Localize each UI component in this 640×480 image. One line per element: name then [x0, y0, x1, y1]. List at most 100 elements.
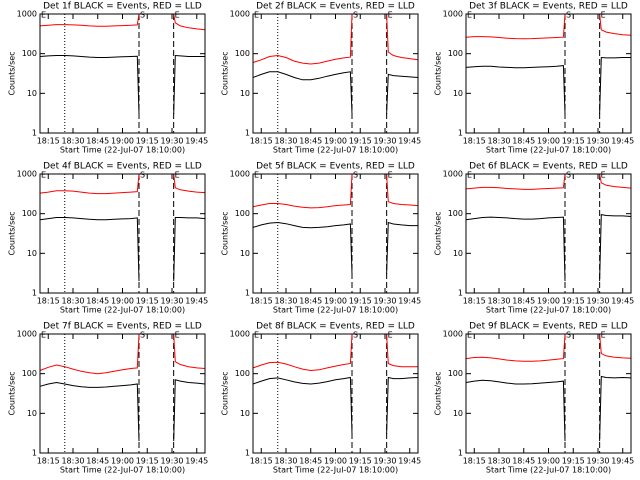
chart-title: Det 4f BLACK = Events, RED = LLD	[43, 162, 202, 172]
x-tick-label: 18:45	[299, 297, 322, 306]
plot-frame	[39, 333, 206, 454]
series-line	[465, 375, 632, 442]
series-line	[39, 333, 206, 375]
series-line	[465, 214, 632, 282]
x-tick-label: 19:30	[160, 457, 183, 466]
x-axis-label: Start Time (22-Jul-07 18:10:00)	[486, 306, 611, 315]
series-line	[252, 376, 419, 435]
marker-label: E	[254, 171, 259, 180]
chart-title: Det 9f BLACK = Events, RED = LLD	[469, 322, 628, 332]
x-tick-label: 18:15	[250, 457, 273, 466]
chart-title: Det 7f BLACK = Events, RED = LLD	[43, 322, 202, 332]
x-tick-label: 19:00	[537, 457, 560, 466]
y-tick-label: 1000	[17, 10, 37, 19]
x-tick-label: 19:45	[611, 297, 634, 306]
x-tick-label: 18:45	[86, 297, 109, 306]
x-tick-label: 18:15	[37, 457, 60, 466]
x-tick-label: 19:15	[136, 297, 159, 306]
marker-label: E	[254, 331, 259, 340]
x-tick-label: 19:15	[562, 297, 585, 306]
plot-frame	[465, 173, 632, 294]
x-tick-label: 19:15	[349, 297, 372, 306]
x-axis-label: Start Time (22-Jul-07 18:10:00)	[60, 146, 185, 155]
y-tick-label: 1000	[230, 10, 250, 19]
y-axis-label: Counts/sec	[434, 51, 443, 95]
x-tick-label: 18:30	[487, 297, 510, 306]
marker-label: S	[140, 331, 145, 340]
y-tick-label: 100	[22, 209, 37, 218]
y-tick-label: 1	[245, 449, 250, 458]
y-tick-label: 100	[448, 49, 463, 58]
x-tick-label: 18:30	[274, 137, 297, 146]
marker-label: E	[601, 171, 606, 180]
x-tick-label: 18:45	[86, 457, 109, 466]
y-tick-label: 100	[235, 369, 250, 378]
x-tick-label: 18:15	[37, 297, 60, 306]
series-line	[465, 173, 632, 190]
y-tick-label: 1	[458, 129, 463, 138]
plot-frame	[465, 13, 632, 134]
y-tick-label: 100	[448, 209, 463, 218]
marker-label: E	[254, 11, 259, 20]
plot-frame	[39, 173, 206, 294]
x-tick-label: 18:45	[86, 137, 109, 146]
x-tick-label: 19:00	[324, 457, 347, 466]
x-tick-label: 19:15	[562, 457, 585, 466]
x-tick-label: 18:15	[463, 457, 486, 466]
x-tick-label: 19:45	[185, 137, 208, 146]
series-line	[39, 173, 206, 195]
y-tick-label: 1	[32, 289, 37, 298]
marker-label: E	[388, 331, 393, 340]
series-line	[39, 217, 206, 282]
x-tick-label: 19:45	[611, 457, 634, 466]
x-tick-label: 19:45	[398, 457, 421, 466]
x-tick-label: 18:15	[250, 297, 273, 306]
x-tick-label: 18:15	[37, 137, 60, 146]
x-tick-label: 19:15	[562, 137, 585, 146]
series-line	[39, 13, 206, 31]
series-line	[252, 71, 419, 115]
plot-frame	[252, 173, 419, 294]
y-axis-label: Counts/sec	[221, 211, 230, 255]
marker-label: E	[175, 171, 180, 180]
x-tick-label: 19:30	[160, 297, 183, 306]
x-axis-label: Start Time (22-Jul-07 18:10:00)	[486, 466, 611, 475]
x-tick-label: 19:30	[586, 457, 609, 466]
marker-label: S	[566, 171, 571, 180]
x-tick-label: 19:45	[398, 137, 421, 146]
x-tick-label: 18:15	[250, 137, 273, 146]
x-axis-label: Start Time (22-Jul-07 18:10:00)	[486, 146, 611, 155]
series-line	[252, 333, 418, 372]
x-tick-label: 18:45	[299, 137, 322, 146]
y-tick-label: 10	[453, 249, 463, 258]
x-tick-label: 18:15	[463, 297, 486, 306]
y-tick-label: 100	[448, 369, 463, 378]
y-tick-label: 10	[27, 249, 37, 258]
chart-title: Det 2f BLACK = Events, RED = LLD	[256, 2, 415, 12]
x-tick-label: 19:30	[586, 137, 609, 146]
y-tick-label: 1000	[17, 330, 37, 339]
x-tick-label: 18:30	[61, 297, 84, 306]
x-tick-label: 18:30	[274, 297, 297, 306]
x-tick-label: 18:30	[487, 457, 510, 466]
x-tick-label: 19:15	[349, 137, 372, 146]
marker-label: S	[353, 11, 358, 20]
x-tick-label: 19:00	[537, 137, 560, 146]
x-tick-label: 19:15	[136, 457, 159, 466]
y-tick-label: 10	[453, 409, 463, 418]
y-tick-label: 100	[235, 209, 250, 218]
marker-label: S	[353, 171, 358, 180]
y-tick-label: 1000	[230, 330, 250, 339]
y-tick-label: 10	[240, 409, 250, 418]
y-axis-label: Counts/sec	[434, 371, 443, 415]
x-axis-label: Start Time (22-Jul-07 18:10:00)	[60, 466, 185, 475]
marker-label: E	[601, 331, 606, 340]
y-axis-label: Counts/sec	[8, 371, 17, 415]
y-tick-label: 1000	[443, 330, 463, 339]
x-tick-label: 18:45	[512, 297, 535, 306]
x-tick-label: 18:45	[299, 457, 322, 466]
y-tick-label: 1000	[443, 10, 463, 19]
y-tick-label: 100	[22, 49, 37, 58]
marker-label: E	[41, 331, 46, 340]
y-axis-label: Counts/sec	[8, 211, 17, 255]
